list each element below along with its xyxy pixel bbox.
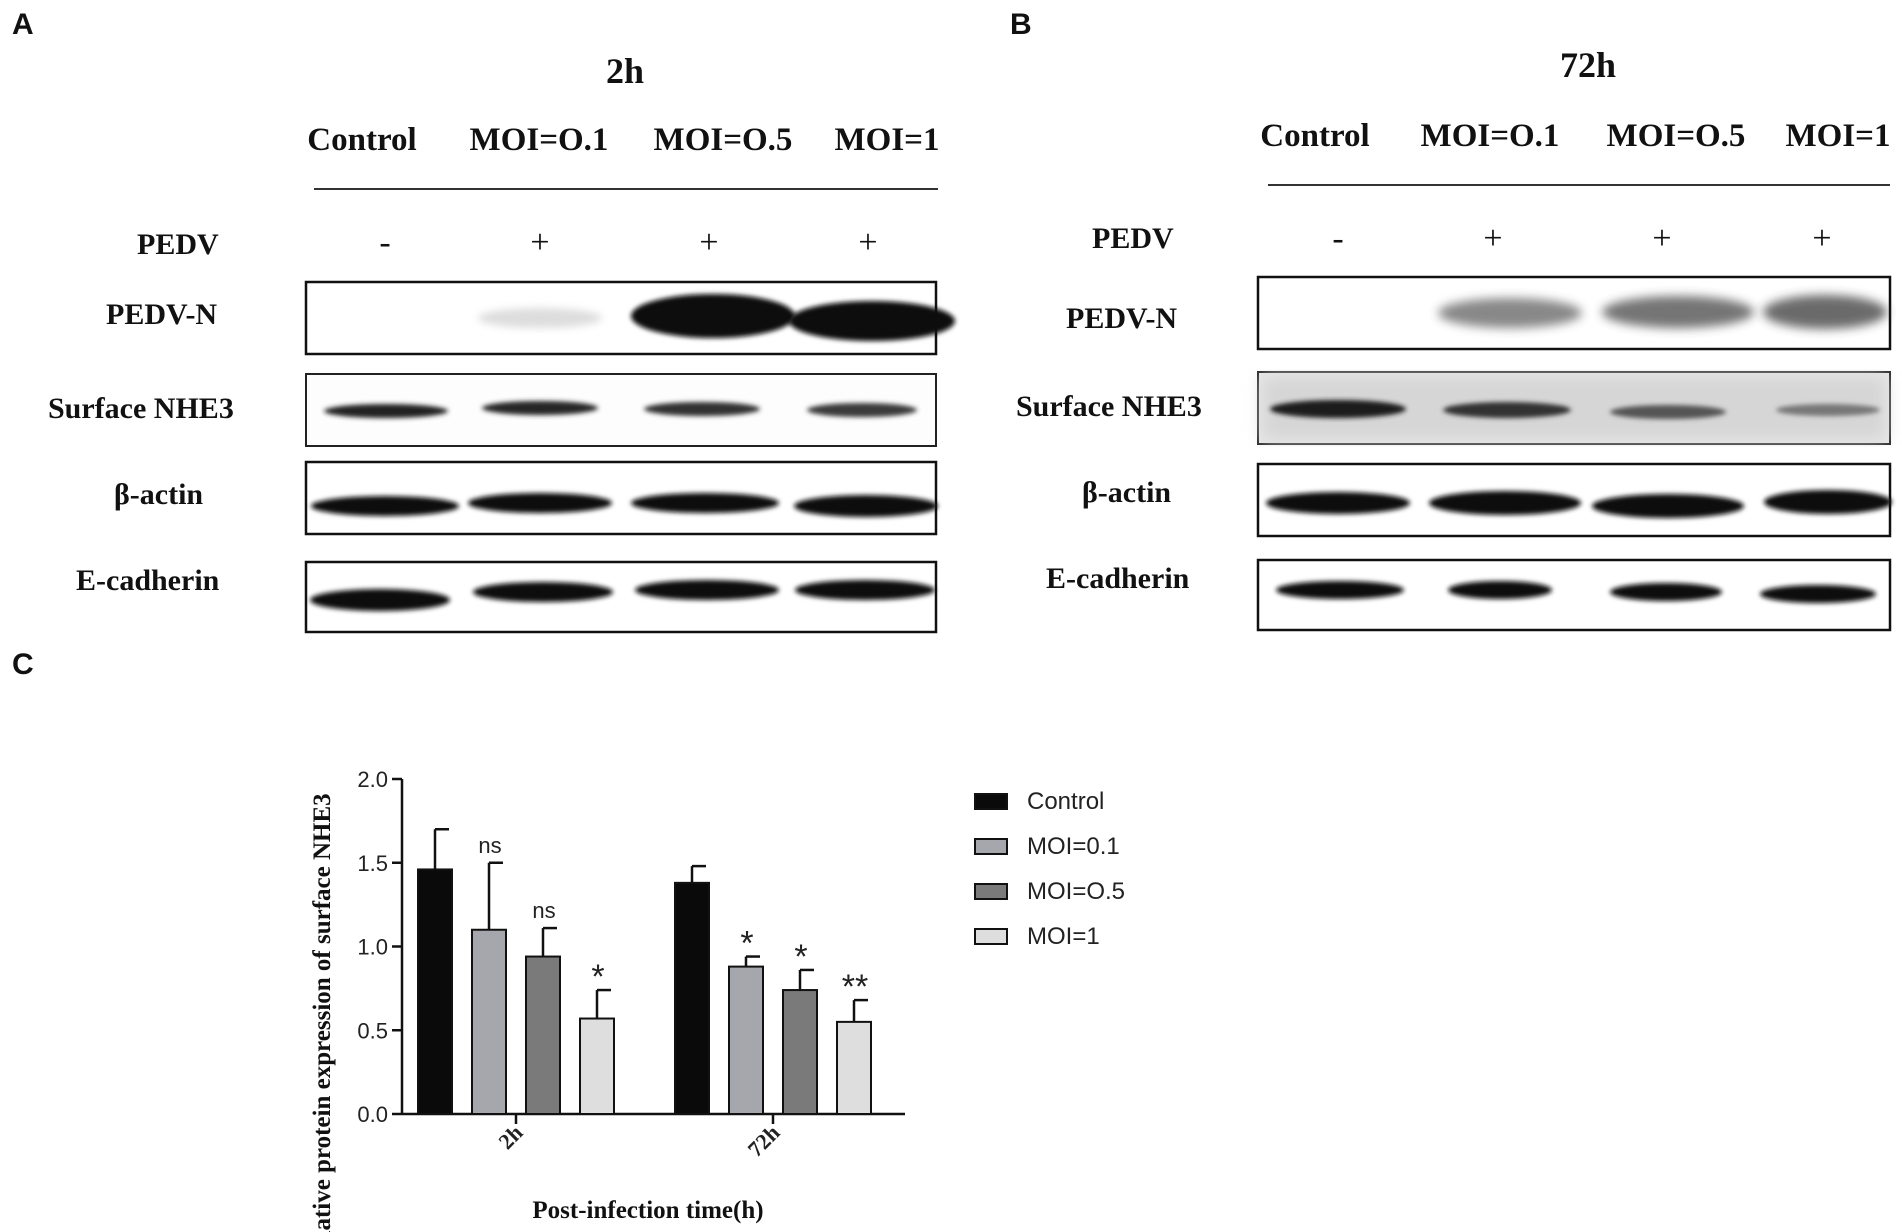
bar (417, 868, 453, 1116)
significance-label: ns (532, 898, 555, 923)
panel-b-sign-moi01: + (1483, 220, 1503, 257)
panel-a-title: 2h (605, 51, 645, 91)
panel-b-band-ecad-control (1276, 581, 1404, 599)
panel-b-band-nhe3-moi05 (1610, 405, 1726, 419)
y-axis-label: Relative protein expression of surface N… (309, 793, 336, 1232)
y-tick-label: 0.0 (357, 1102, 388, 1127)
legend-label: Control (1027, 788, 1104, 815)
panel-b-divider (1268, 184, 1890, 186)
chart-legend: Control MOI=0.1 MOI=O.5 MOI=1 (974, 788, 1125, 950)
panel-b-condition-moi05: MOI=O.5 (1606, 118, 1746, 154)
panel-a-row-label-pedv-n: PEDV-N (106, 298, 218, 331)
significance-label: * (740, 925, 753, 963)
legend-swatch (974, 928, 1008, 945)
panel-letter-a: A (12, 8, 34, 41)
panel-a-band-ecad-moi1 (795, 580, 935, 600)
panel-a-band-actin-control (311, 496, 459, 516)
x-axis-label: Post-infection time(h) (532, 1197, 763, 1224)
x-tick-label: 2h (493, 1120, 527, 1154)
legend-swatch (974, 793, 1008, 810)
panel-b-row-label-ecad: E-cadherin (1046, 562, 1190, 595)
panel-b-band-actin-moi01 (1429, 491, 1581, 515)
panel-b-band-nhe3-moi1 (1776, 404, 1880, 416)
panel-a-row-label-ecad: E-cadherin (76, 564, 220, 597)
panel-letter-b: B (1010, 8, 1032, 41)
panel-a-band-nhe3-control (324, 404, 448, 418)
panel-b-band-actin-moi05 (1592, 494, 1744, 518)
panel-a-condition-moi05: MOI=O.5 (653, 122, 793, 158)
y-tick-label: 1.5 (357, 851, 388, 876)
panel-b-row-label-actin: β-actin (1082, 476, 1172, 509)
panel-b-band-pedv-n-moi05 (1602, 296, 1754, 328)
panel-b-condition-control: Control (1260, 118, 1370, 154)
significance-label: ** (842, 968, 868, 1006)
panel-a-band-pedv-n-moi05 (631, 294, 795, 338)
bar (525, 955, 561, 1115)
panel-a-sign-moi1: + (858, 224, 878, 261)
panel-b-blots (1256, 275, 1892, 632)
panel-b-band-actin-control (1266, 492, 1410, 514)
panel-a-band-ecad-control (310, 589, 450, 611)
panel-b-band-actin-moi1 (1764, 490, 1892, 514)
bar (782, 989, 818, 1115)
panel-b-band-ecad-moi01 (1448, 581, 1552, 599)
panel-b-band-pedv-n-moi01 (1438, 298, 1582, 328)
panel-b-band-ecad-moi1 (1760, 585, 1876, 603)
panel-b-sign-moi1: + (1812, 220, 1832, 257)
panel-letter-c: C (12, 648, 34, 681)
legend-label: MOI=0.1 (1027, 833, 1120, 860)
panel-b-title: 72h (1559, 45, 1617, 85)
legend-swatch (974, 838, 1008, 855)
panel-a-sign-moi01: + (530, 224, 550, 261)
bar (836, 1020, 872, 1115)
panel-a-condition-moi1: MOI=1 (834, 122, 940, 158)
panel-b-row-label-nhe3: Surface NHE3 (1016, 390, 1202, 423)
panel-a-band-ecad-moi05 (635, 580, 779, 600)
legend-label: MOI=1 (1027, 923, 1100, 950)
bar (728, 965, 764, 1115)
panel-a-sign-moi05: + (699, 224, 719, 261)
panel-a-band-nhe3-moi01 (482, 401, 598, 415)
panel-b-pedv-label: PEDV (1092, 222, 1174, 255)
panel-a-row-label-actin: β-actin (114, 478, 204, 511)
panel-a-condition-moi01: MOI=O.1 (469, 122, 609, 158)
panel-b-sign-moi05: + (1652, 220, 1672, 257)
panel-a-band-pedv-n-moi1 (789, 301, 955, 341)
significance-label: ns (478, 833, 501, 858)
panel-a-pedv-label: PEDV (137, 228, 219, 261)
y-tick-label: 1.0 (357, 935, 388, 960)
panel-b-sign-control: - (1332, 220, 1344, 257)
panel-b-row-label-pedv-n: PEDV-N (1066, 302, 1178, 335)
legend-label: MOI=O.5 (1027, 878, 1125, 905)
panel-a-band-actin-moi01 (468, 493, 612, 513)
panel-a-blots (304, 280, 955, 634)
panel-a-band-actin-moi05 (631, 493, 779, 513)
significance-label: * (794, 938, 807, 976)
panel-a-band-nhe3-moi1 (807, 403, 917, 417)
bar (471, 928, 507, 1115)
panel-a-row-label-nhe3: Surface NHE3 (48, 392, 234, 425)
y-tick-label: 2.0 (357, 767, 388, 792)
panel-a-band-actin-moi1 (794, 495, 938, 517)
panel-a-condition-control: Control (307, 122, 417, 158)
panel-a-sign-control: - (379, 224, 391, 261)
panel-a-band-nhe3-moi05 (644, 402, 760, 416)
panel-b-condition-moi1: MOI=1 (1785, 118, 1891, 154)
panel-b-band-nhe3-control (1270, 400, 1406, 418)
bar (579, 1017, 615, 1116)
panel-b-condition-moi01: MOI=O.1 (1420, 118, 1560, 154)
x-tick-label: 72h (743, 1120, 785, 1162)
legend-swatch (974, 883, 1008, 900)
panel-a-divider (314, 188, 938, 190)
panel-b-band-pedv-n-moi1 (1763, 295, 1887, 329)
panel-b-band-nhe3-moi01 (1443, 402, 1571, 418)
panel-a-band-ecad-moi01 (473, 582, 613, 602)
y-tick-label: 0.5 (357, 1018, 388, 1043)
significance-label: * (591, 958, 604, 996)
panel-a-band-pedv-n-moi01 (478, 308, 602, 328)
panel-b-band-ecad-moi05 (1610, 583, 1722, 601)
bar (674, 881, 710, 1115)
